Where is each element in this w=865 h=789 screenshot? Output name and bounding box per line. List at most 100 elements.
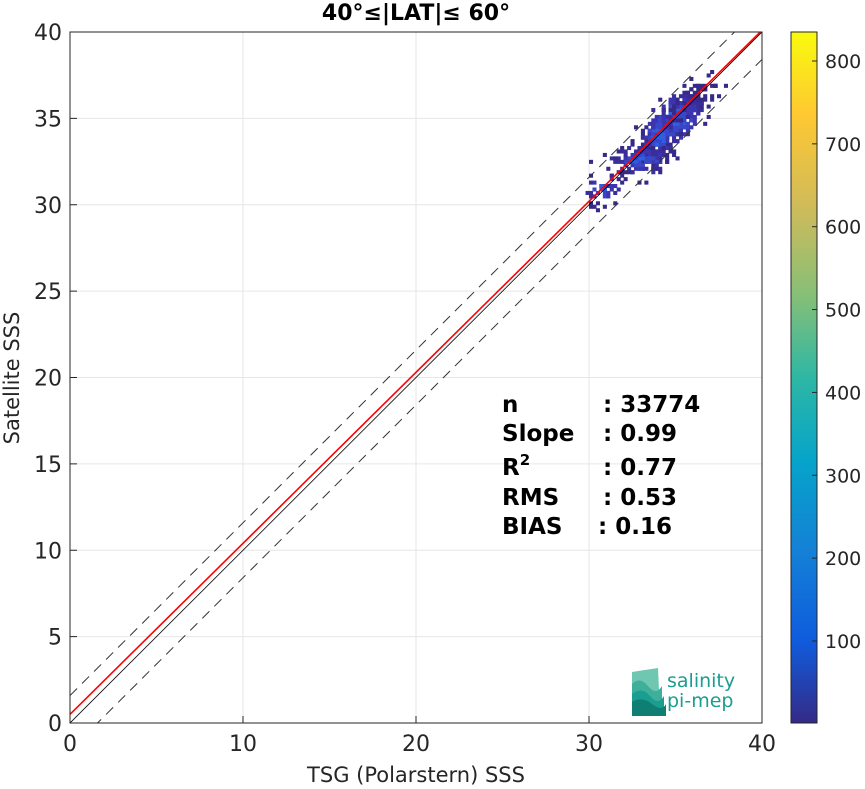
density-cell <box>717 94 722 99</box>
density-cell <box>606 184 611 189</box>
density-cell <box>665 125 670 130</box>
stat-rms-value: : 0.53 <box>603 485 677 511</box>
density-cell <box>685 94 690 99</box>
density-cell <box>696 101 701 106</box>
y-tick-label: 0 <box>48 712 62 737</box>
stat-slope-label: Slope <box>502 421 574 447</box>
colorbar-tick-label: 600 <box>825 217 861 239</box>
density-cell <box>620 170 625 175</box>
density-cell <box>668 97 673 102</box>
density-cell <box>613 184 618 189</box>
density-cell <box>665 159 670 164</box>
density-cell <box>623 156 628 161</box>
density-cell <box>640 166 645 171</box>
density-cell <box>644 180 649 185</box>
y-tick-label: 40 <box>34 21 62 46</box>
density-cell <box>665 139 670 144</box>
density-cell <box>640 152 645 157</box>
density-cell <box>595 208 600 213</box>
density-cell <box>661 108 666 113</box>
density-cell <box>685 104 690 109</box>
density-cell <box>682 108 687 113</box>
density-cell <box>682 121 687 126</box>
density-cell <box>672 132 677 137</box>
density-cell <box>609 156 614 161</box>
density-cell <box>630 163 635 168</box>
density-cell <box>675 139 680 144</box>
density-cell <box>661 135 666 140</box>
density-cell <box>654 118 659 123</box>
density-cell <box>665 118 670 123</box>
density-cell <box>668 142 673 147</box>
density-cell <box>651 128 656 133</box>
density-cell <box>675 128 680 133</box>
density-cell <box>592 187 597 192</box>
density-cell <box>699 104 704 109</box>
density-cell <box>665 114 670 119</box>
x-tick-label: 30 <box>575 732 603 757</box>
density-cell <box>658 97 663 102</box>
density-cell <box>672 125 677 130</box>
density-cell <box>630 139 635 144</box>
density-cell <box>658 114 663 119</box>
density-cell <box>613 201 618 206</box>
density-cell <box>706 73 711 78</box>
density-cell <box>696 83 701 88</box>
density-cell <box>647 142 652 147</box>
density-cell <box>672 149 677 154</box>
density-cell <box>668 128 673 133</box>
density-cell <box>616 159 621 164</box>
density-cell <box>633 159 639 164</box>
density-cell <box>599 184 604 189</box>
density-cell <box>658 156 663 161</box>
density-cell <box>627 146 632 151</box>
density-cell <box>640 132 645 137</box>
density-cell <box>606 190 611 195</box>
density-cell <box>713 83 718 88</box>
density-cell <box>623 152 628 157</box>
density-cell <box>685 97 690 102</box>
density-cell <box>685 125 690 130</box>
density-cell <box>620 180 625 185</box>
density-cell <box>689 125 694 130</box>
density-cell <box>661 142 666 147</box>
density-cell <box>696 97 701 102</box>
logo-icon <box>632 668 666 716</box>
stat-r2-label: R2 <box>502 451 530 481</box>
density-cell <box>620 149 625 154</box>
density-cell <box>592 204 597 209</box>
density-cell <box>658 135 663 140</box>
density-cell <box>665 156 670 161</box>
density-cell <box>644 156 649 161</box>
density-cell <box>696 108 701 113</box>
density-cell <box>706 104 711 109</box>
density-cell <box>661 132 666 137</box>
stat-rms-label: RMS <box>502 485 559 511</box>
colorbar-tick-label: 700 <box>825 134 861 156</box>
density-cell <box>689 108 694 113</box>
density-cell <box>703 94 708 99</box>
density-cell <box>672 104 677 109</box>
density-cell <box>675 114 680 119</box>
density-cell <box>661 128 666 133</box>
density-cell <box>678 135 684 140</box>
density-cell <box>644 152 649 157</box>
density-cell <box>661 111 666 116</box>
density-cell <box>651 166 656 171</box>
density-cell <box>647 128 652 133</box>
density-cell <box>647 121 652 126</box>
salinity-pi-mep-logo: salinity pi-mep <box>632 668 735 716</box>
density-cell <box>654 163 659 168</box>
density-cell <box>710 83 715 88</box>
reference-lines <box>70 32 762 723</box>
density-cell <box>685 90 690 95</box>
density-cell <box>627 170 632 175</box>
density-cell <box>630 170 635 175</box>
x-tick-label: 0 <box>63 732 77 757</box>
density-cell <box>654 159 659 164</box>
density-cell <box>654 135 659 140</box>
density-cell <box>675 108 680 113</box>
density-cell <box>602 194 607 199</box>
density-cell <box>665 132 670 137</box>
density-cell <box>710 94 715 99</box>
